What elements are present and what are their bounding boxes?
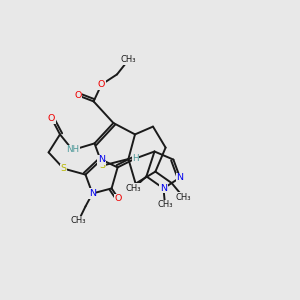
Text: CH₃: CH₃ — [126, 184, 141, 193]
Text: O: O — [98, 80, 105, 89]
Text: N: N — [89, 189, 96, 198]
Text: CH₃: CH₃ — [176, 193, 191, 202]
Text: H: H — [132, 154, 139, 163]
Text: N: N — [98, 155, 105, 164]
Text: CH₃: CH₃ — [157, 200, 173, 209]
Text: N: N — [160, 184, 167, 193]
Text: S: S — [61, 164, 67, 173]
Text: O: O — [74, 91, 82, 100]
Text: O: O — [115, 194, 122, 203]
Text: S: S — [100, 161, 106, 170]
Text: O: O — [48, 114, 55, 123]
Text: NH: NH — [66, 146, 79, 154]
Text: CH₃: CH₃ — [121, 56, 136, 64]
Text: CH₃: CH₃ — [71, 216, 86, 225]
Text: N: N — [176, 173, 184, 182]
